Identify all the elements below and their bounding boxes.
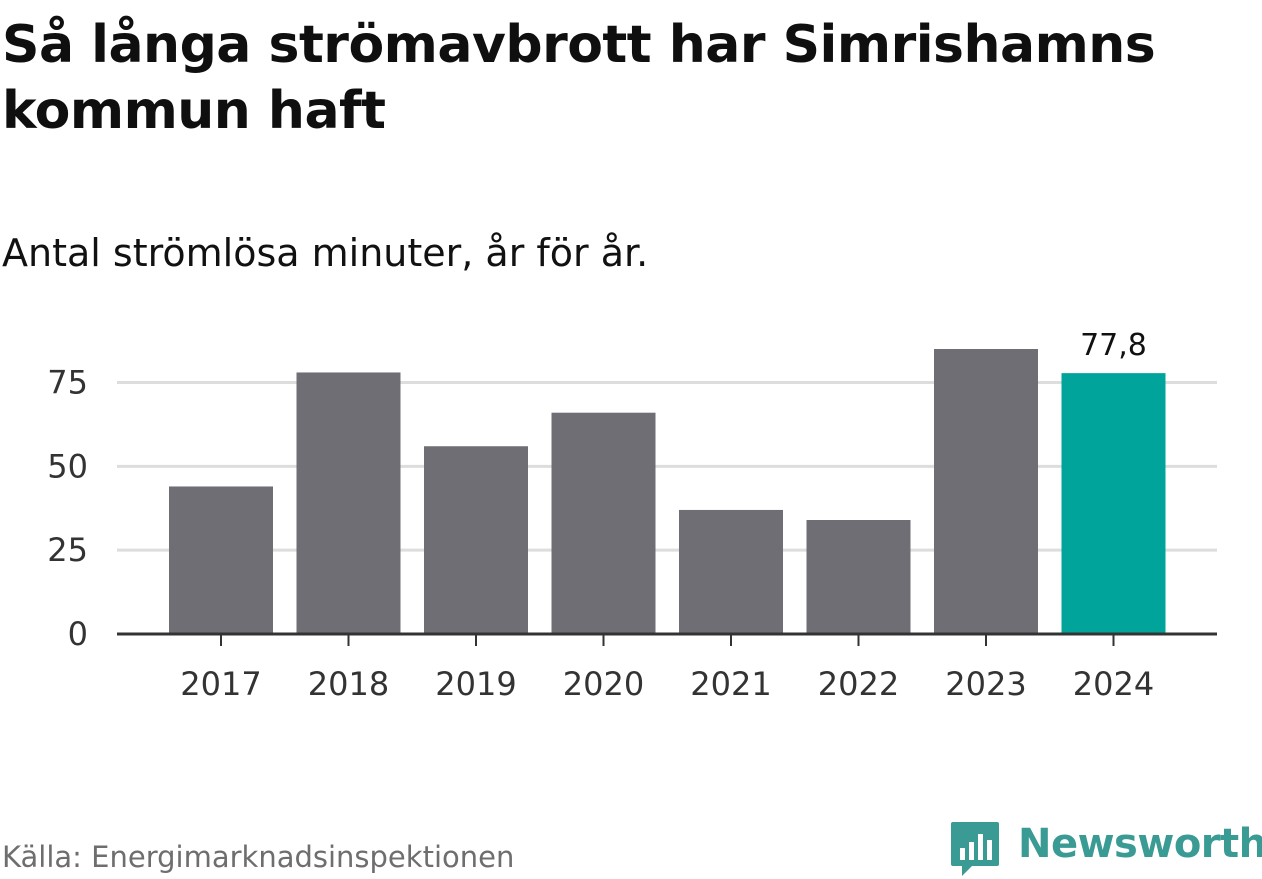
bar-2018 xyxy=(296,372,401,634)
x-tick-label: 2020 xyxy=(563,665,644,703)
bar-chart-speech-bubble-icon xyxy=(951,822,999,876)
y-tick-label: 75 xyxy=(47,364,88,402)
brand-name: Newsworthy xyxy=(1018,821,1262,867)
x-tick-label: 2023 xyxy=(945,665,1026,703)
bar-2021 xyxy=(679,509,783,634)
bar-2017 xyxy=(169,486,273,634)
bar-2022 xyxy=(806,520,911,634)
x-tick-label: 2019 xyxy=(435,665,516,703)
chart-title: Så långa strömavbrott har Simrishamns ko… xyxy=(2,15,1156,141)
bars xyxy=(169,349,1166,634)
chart-subtitle: Antal strömlösa minuter, år för år. xyxy=(2,231,649,275)
x-tick-label: 2021 xyxy=(690,665,771,703)
source-note: Källa: Energimarknadsinspektionen xyxy=(2,840,515,874)
y-tick-label: 50 xyxy=(47,447,88,485)
x-tick-label: 2018 xyxy=(308,665,389,703)
x-tick-label: 2017 xyxy=(180,665,261,703)
labels: 0 25 50 75 2017 2018 2019 2020 2021 2022 2023 2024 7… xyxy=(47,328,1154,703)
x-tick-label: 2022 xyxy=(818,665,899,703)
data-label-2024: 77,8 xyxy=(1080,328,1147,363)
bar-2020 xyxy=(551,412,656,634)
y-tick-label: 25 xyxy=(47,531,88,569)
grid-lines xyxy=(117,381,1217,552)
bar-2023 xyxy=(934,349,1038,634)
x-tick-label: 2024 xyxy=(1073,665,1154,703)
y-tick-label: 0 xyxy=(68,615,88,653)
bar-2019 xyxy=(424,446,528,634)
brand-logo: Newsworthy xyxy=(950,818,1262,878)
axes xyxy=(117,632,1217,646)
bar-2024 xyxy=(1061,373,1166,634)
